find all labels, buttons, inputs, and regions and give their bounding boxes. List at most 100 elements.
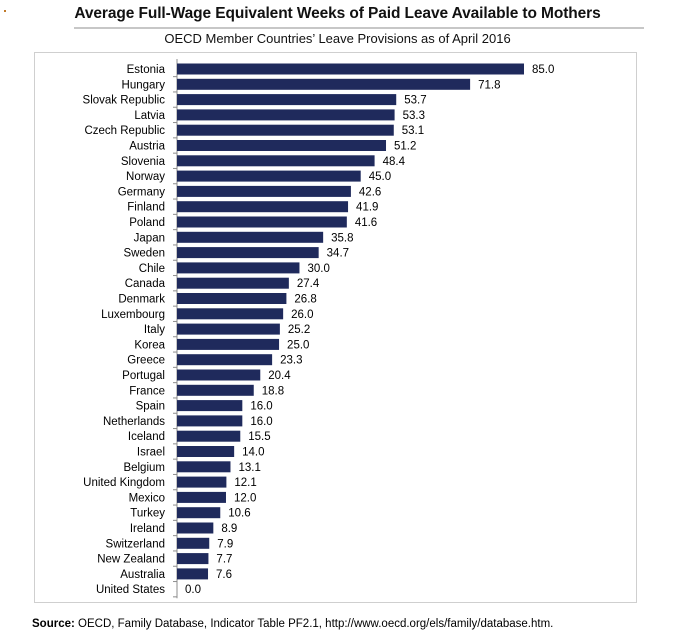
title-underline bbox=[74, 27, 644, 29]
category-label: Czech Republic bbox=[84, 125, 165, 137]
bar bbox=[177, 63, 524, 75]
bar bbox=[177, 400, 243, 412]
data-label: 7.6 bbox=[216, 569, 232, 581]
category-label: Canada bbox=[125, 278, 166, 290]
category-label: Chile bbox=[139, 263, 165, 275]
data-label: 8.9 bbox=[221, 523, 237, 535]
category-label: Germany bbox=[118, 186, 166, 198]
bar bbox=[177, 369, 261, 381]
category-label: Poland bbox=[129, 217, 165, 229]
data-label: 53.3 bbox=[403, 110, 425, 122]
bar bbox=[177, 109, 395, 121]
category-label: Ireland bbox=[130, 523, 165, 535]
bar bbox=[177, 476, 227, 488]
bar bbox=[177, 94, 397, 106]
bar bbox=[177, 323, 280, 335]
bar bbox=[177, 231, 324, 243]
data-label: 26.8 bbox=[294, 294, 316, 306]
data-label: 7.7 bbox=[216, 554, 232, 566]
category-label: Switzerland bbox=[106, 538, 165, 550]
category-label: Turkey bbox=[130, 508, 165, 520]
bar bbox=[177, 78, 471, 90]
source-note: Source: OECD, Family Database, Indicator… bbox=[32, 618, 553, 630]
bar bbox=[177, 185, 351, 197]
data-label: 20.4 bbox=[268, 370, 291, 382]
data-label: 18.8 bbox=[262, 385, 284, 397]
bar bbox=[177, 308, 284, 320]
category-label: Iceland bbox=[128, 431, 165, 443]
bar bbox=[177, 568, 209, 580]
bar bbox=[177, 354, 273, 366]
source-text: OECD, Family Database, Indicator Table P… bbox=[78, 618, 554, 630]
data-label: 23.3 bbox=[280, 355, 302, 367]
data-label: 53.7 bbox=[404, 95, 426, 107]
data-label: 10.6 bbox=[228, 508, 250, 520]
data-label: 71.8 bbox=[478, 79, 500, 91]
bar bbox=[177, 155, 375, 167]
category-label: Portugal bbox=[122, 370, 165, 382]
bar bbox=[177, 247, 319, 259]
data-label: 12.1 bbox=[234, 477, 256, 489]
data-label: 26.0 bbox=[291, 309, 313, 321]
data-label: 30.0 bbox=[307, 263, 329, 275]
category-label: France bbox=[129, 385, 165, 397]
data-label: 13.1 bbox=[238, 462, 260, 474]
data-label: 7.9 bbox=[217, 538, 233, 550]
source-label: Source: bbox=[32, 618, 75, 630]
bar bbox=[177, 201, 349, 213]
data-label: 85.0 bbox=[532, 64, 554, 76]
category-label: Korea bbox=[134, 339, 165, 351]
bar bbox=[177, 522, 214, 534]
bar bbox=[177, 338, 280, 350]
bar bbox=[177, 262, 300, 274]
data-label: 45.0 bbox=[369, 171, 391, 183]
data-label: 16.0 bbox=[250, 401, 272, 413]
bar bbox=[177, 430, 241, 442]
data-label: 41.6 bbox=[355, 217, 377, 229]
bar bbox=[177, 507, 221, 519]
category-label: Netherlands bbox=[103, 416, 165, 428]
data-label: 15.5 bbox=[248, 431, 270, 443]
bar bbox=[177, 415, 243, 427]
category-label: United Kingdom bbox=[83, 477, 165, 489]
category-label: Hungary bbox=[122, 79, 166, 91]
data-label: 51.2 bbox=[394, 141, 416, 153]
bar bbox=[177, 553, 209, 565]
bar bbox=[177, 293, 287, 304]
category-label: Finland bbox=[127, 202, 165, 214]
category-label: Japan bbox=[134, 232, 165, 244]
category-label: Austria bbox=[129, 141, 165, 153]
bar bbox=[177, 170, 361, 182]
stray-mark bbox=[4, 10, 6, 12]
bar bbox=[177, 124, 394, 136]
data-label: 25.2 bbox=[288, 324, 310, 336]
data-label: 16.0 bbox=[250, 416, 272, 428]
category-label: Israel bbox=[137, 447, 165, 459]
category-label: New Zealand bbox=[97, 554, 165, 566]
data-label: 42.6 bbox=[359, 186, 381, 198]
category-label: Belgium bbox=[123, 462, 165, 474]
data-label: 34.7 bbox=[327, 248, 349, 260]
data-label: 27.4 bbox=[297, 278, 320, 290]
bar bbox=[177, 384, 254, 396]
category-label: Australia bbox=[120, 569, 165, 581]
chart-frame: Estonia 85.0 Hungary 71.8 Slovak Republic 53.… bbox=[34, 52, 637, 603]
bar bbox=[177, 491, 226, 503]
data-label: 35.8 bbox=[331, 232, 353, 244]
category-label: Mexico bbox=[129, 492, 165, 504]
bar bbox=[177, 216, 347, 228]
category-label: Italy bbox=[144, 324, 165, 336]
data-label: 14.0 bbox=[242, 447, 264, 459]
category-label: Greece bbox=[127, 355, 165, 367]
bar bbox=[177, 461, 231, 473]
data-label: 41.9 bbox=[356, 202, 378, 214]
data-label: 48.4 bbox=[383, 156, 406, 168]
chart-subtitle: OECD Member Countries’ Leave Provisions … bbox=[164, 31, 511, 46]
category-label: Denmark bbox=[118, 294, 165, 306]
bar bbox=[177, 140, 387, 151]
bar bbox=[177, 446, 235, 457]
category-label: Estonia bbox=[127, 64, 166, 76]
category-label: Slovak Republic bbox=[83, 95, 166, 107]
category-label: United States bbox=[96, 584, 165, 596]
category-label: Latvia bbox=[134, 110, 165, 122]
